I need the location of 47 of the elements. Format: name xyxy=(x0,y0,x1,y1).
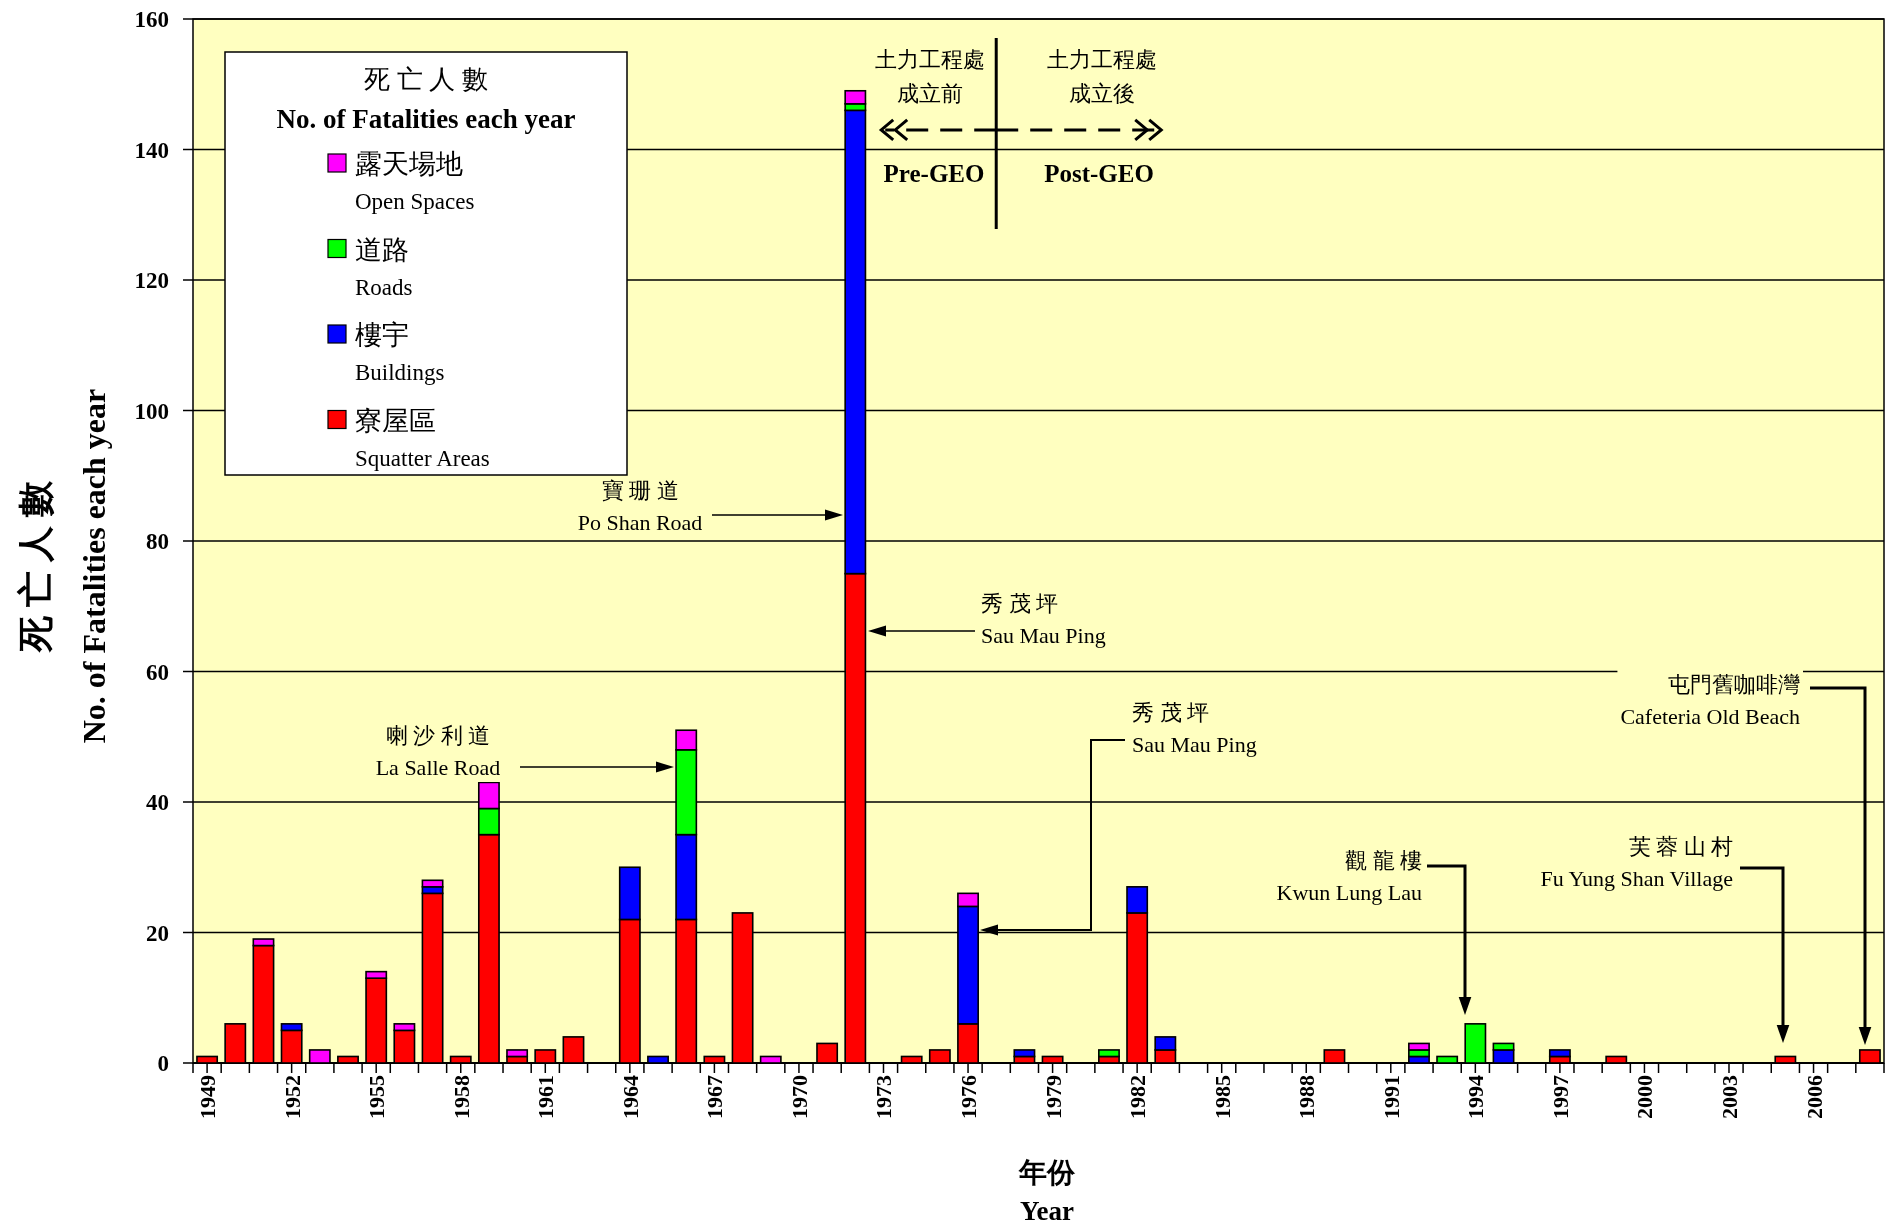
annotation: 土力工程處成立前 xyxy=(875,47,985,106)
y-tick-label: 120 xyxy=(134,268,169,293)
annotation: 土力工程處成立後 xyxy=(1047,47,1157,106)
y-tick-label: 80 xyxy=(146,529,169,554)
annotation: 喇 沙 利 道 La Salle Road xyxy=(375,723,501,780)
x-axis-title: 年份 Year xyxy=(1018,1157,1076,1226)
y-tick-label: 140 xyxy=(134,137,169,163)
x-tick-label: 1955 xyxy=(364,1075,390,1119)
annotation: 秀 茂 坪 Sau Mau Ping xyxy=(981,591,1106,648)
y-tick-label: 160 xyxy=(134,7,169,32)
x-tick-label: 1970 xyxy=(786,1075,812,1119)
x-tick-label: 1994 xyxy=(1463,1075,1489,1119)
x-tick-label: 1964 xyxy=(617,1075,643,1119)
y-tick-label: 0 xyxy=(157,1051,169,1076)
x-tick-label: 1982 xyxy=(1125,1075,1151,1119)
annotation: 寶 珊 道 Po Shan Road xyxy=(577,478,703,535)
annotation: 秀 茂 坪 Sau Mau Ping xyxy=(1132,700,1257,757)
annotation: Pre-GEO xyxy=(883,160,985,187)
y-tick-label: 40 xyxy=(146,790,169,815)
x-tick-label: 1958 xyxy=(448,1075,474,1119)
x-tick-label: 1961 xyxy=(533,1075,559,1119)
annotation: 芙 蓉 山 村 Fu Yung Shan Village xyxy=(1540,834,1733,891)
y-tick-label: 60 xyxy=(146,659,169,685)
x-tick-label: 1985 xyxy=(1209,1075,1235,1119)
x-tick-label: 1997 xyxy=(1547,1075,1573,1119)
x-tick-label: 2003 xyxy=(1716,1075,1742,1119)
x-tick-label: 1952 xyxy=(279,1075,305,1119)
y-tick-label: 20 xyxy=(146,920,169,946)
x-tick-label: 1967 xyxy=(702,1075,728,1119)
legend-label: 露天場地 Open Spaces xyxy=(355,149,475,214)
legend-label: 樓宇 Buildings xyxy=(355,320,445,385)
x-tick-label: 1988 xyxy=(1294,1075,1320,1119)
x-tick-label: 1979 xyxy=(1040,1075,1066,1119)
annotation: 觀 龍 樓 Kwun Lung Lau xyxy=(1276,848,1422,905)
y-tick-label: 100 xyxy=(134,398,169,424)
legend-label: 寮屋區 Squatter Areas xyxy=(355,405,490,471)
annotation: 屯門舊咖啡灣 Cafeteria Old Beach xyxy=(1620,672,1800,729)
x-tick-label: 2000 xyxy=(1632,1075,1658,1119)
x-tick-label: 1973 xyxy=(871,1075,897,1119)
y-axis-title: 死 亡 人 數 No. of Fatalities each year xyxy=(276,65,576,134)
legend-label: 道路 Roads xyxy=(355,234,413,300)
x-tick-label: 1949 xyxy=(195,1075,221,1119)
legend-title: 死 亡 人 數 No. of Fatalities each year xyxy=(16,388,112,744)
annotation: Post-GEO xyxy=(1044,160,1154,187)
x-tick-label: 1976 xyxy=(956,1075,982,1119)
x-tick-label: 1991 xyxy=(1378,1075,1404,1119)
x-tick-label: 2006 xyxy=(1801,1075,1827,1119)
